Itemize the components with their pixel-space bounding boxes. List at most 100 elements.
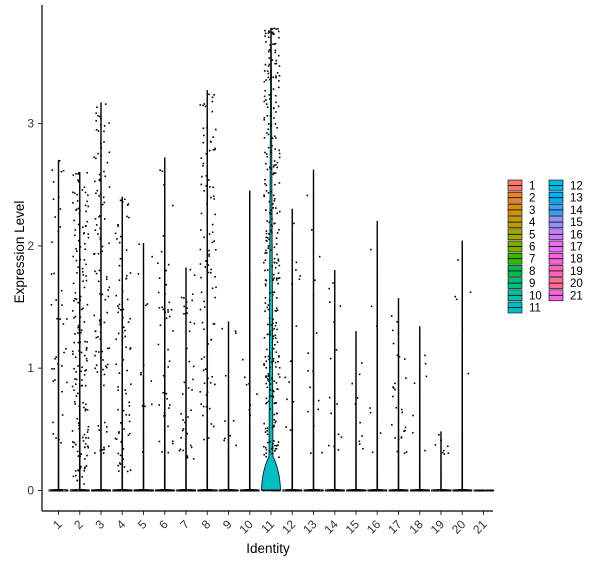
point-17 [398, 356, 401, 358]
point-3 [108, 242, 110, 245]
point-7 [187, 489, 190, 492]
point-11 [265, 190, 268, 192]
point-2 [77, 324, 80, 327]
point-11 [275, 444, 278, 447]
point-17 [394, 388, 396, 391]
point-8 [214, 128, 217, 131]
point-11 [269, 352, 271, 354]
x-tick-label-8: 8 [199, 517, 214, 532]
point-3 [97, 252, 100, 255]
legend-item-10: 10 [507, 289, 542, 302]
point-2 [74, 470, 77, 472]
point-11 [267, 32, 270, 34]
point-16 [375, 489, 377, 492]
point-11 [266, 70, 269, 73]
point-20 [468, 489, 470, 492]
point-11 [275, 337, 277, 339]
point-8 [214, 489, 217, 492]
point-14 [336, 403, 338, 405]
point-4 [124, 335, 127, 338]
point-2 [72, 282, 75, 285]
point-8 [215, 248, 217, 251]
point-16 [370, 248, 372, 251]
point-13 [315, 489, 318, 492]
point-11 [263, 117, 266, 119]
point-10 [253, 489, 256, 492]
point-4 [128, 420, 131, 423]
point-11 [264, 63, 267, 66]
point-2 [79, 258, 81, 261]
point-19 [440, 489, 442, 492]
point-6 [163, 415, 165, 417]
point-14 [333, 445, 335, 448]
point-15 [360, 362, 363, 364]
point-11 [270, 229, 273, 232]
point-11 [267, 133, 270, 136]
point-2 [84, 408, 87, 410]
point-11 [277, 282, 279, 285]
point-2 [75, 383, 77, 386]
point-6 [170, 489, 173, 492]
point-2 [86, 408, 89, 411]
point-3 [98, 179, 100, 181]
point-11 [267, 247, 270, 249]
point-7 [178, 449, 181, 452]
point-11 [272, 396, 275, 398]
point-2 [86, 431, 89, 433]
point-11 [276, 489, 279, 492]
violin-4 [112, 196, 133, 492]
violin-17 [388, 298, 409, 492]
point-16 [369, 489, 372, 492]
point-8 [208, 253, 210, 256]
point-16 [373, 489, 376, 492]
point-8 [201, 321, 204, 324]
point-17 [401, 411, 404, 414]
point-2 [79, 489, 82, 492]
point-1 [57, 230, 60, 232]
point-11 [276, 328, 278, 331]
point-18 [425, 489, 427, 492]
y-axis-title: Expression Level [12, 201, 27, 304]
point-3 [99, 331, 102, 333]
point-2 [80, 465, 82, 468]
point-11 [272, 166, 275, 168]
point-11 [269, 388, 272, 391]
point-20 [467, 372, 470, 375]
point-2 [71, 385, 74, 388]
point-3 [98, 269, 101, 272]
point-3 [104, 103, 107, 105]
point-4 [118, 372, 121, 374]
point-10 [256, 393, 258, 395]
violin-group-15 [346, 331, 367, 492]
point-1 [59, 226, 62, 228]
point-11 [271, 291, 274, 294]
point-5 [145, 304, 147, 307]
point-2 [87, 425, 90, 428]
point-5 [150, 380, 153, 382]
point-11 [278, 264, 281, 267]
point-2 [86, 341, 88, 343]
point-2 [85, 225, 87, 227]
point-11 [272, 318, 274, 321]
point-15 [363, 489, 365, 492]
point-12 [289, 429, 292, 431]
point-16 [371, 451, 374, 454]
point-3 [93, 156, 95, 159]
point-4 [118, 264, 121, 267]
point-11 [278, 74, 281, 77]
point-11 [268, 380, 270, 383]
point-17 [406, 489, 408, 492]
point-11 [275, 243, 278, 245]
point-2 [77, 266, 80, 268]
point-11 [274, 448, 277, 450]
point-2 [77, 180, 80, 183]
point-3 [100, 356, 102, 359]
point-11 [270, 151, 272, 154]
point-11 [274, 309, 277, 312]
violin-13 [303, 169, 324, 492]
point-4 [116, 238, 118, 240]
point-5 [152, 489, 154, 492]
point-1 [56, 489, 59, 492]
point-2 [80, 370, 82, 373]
